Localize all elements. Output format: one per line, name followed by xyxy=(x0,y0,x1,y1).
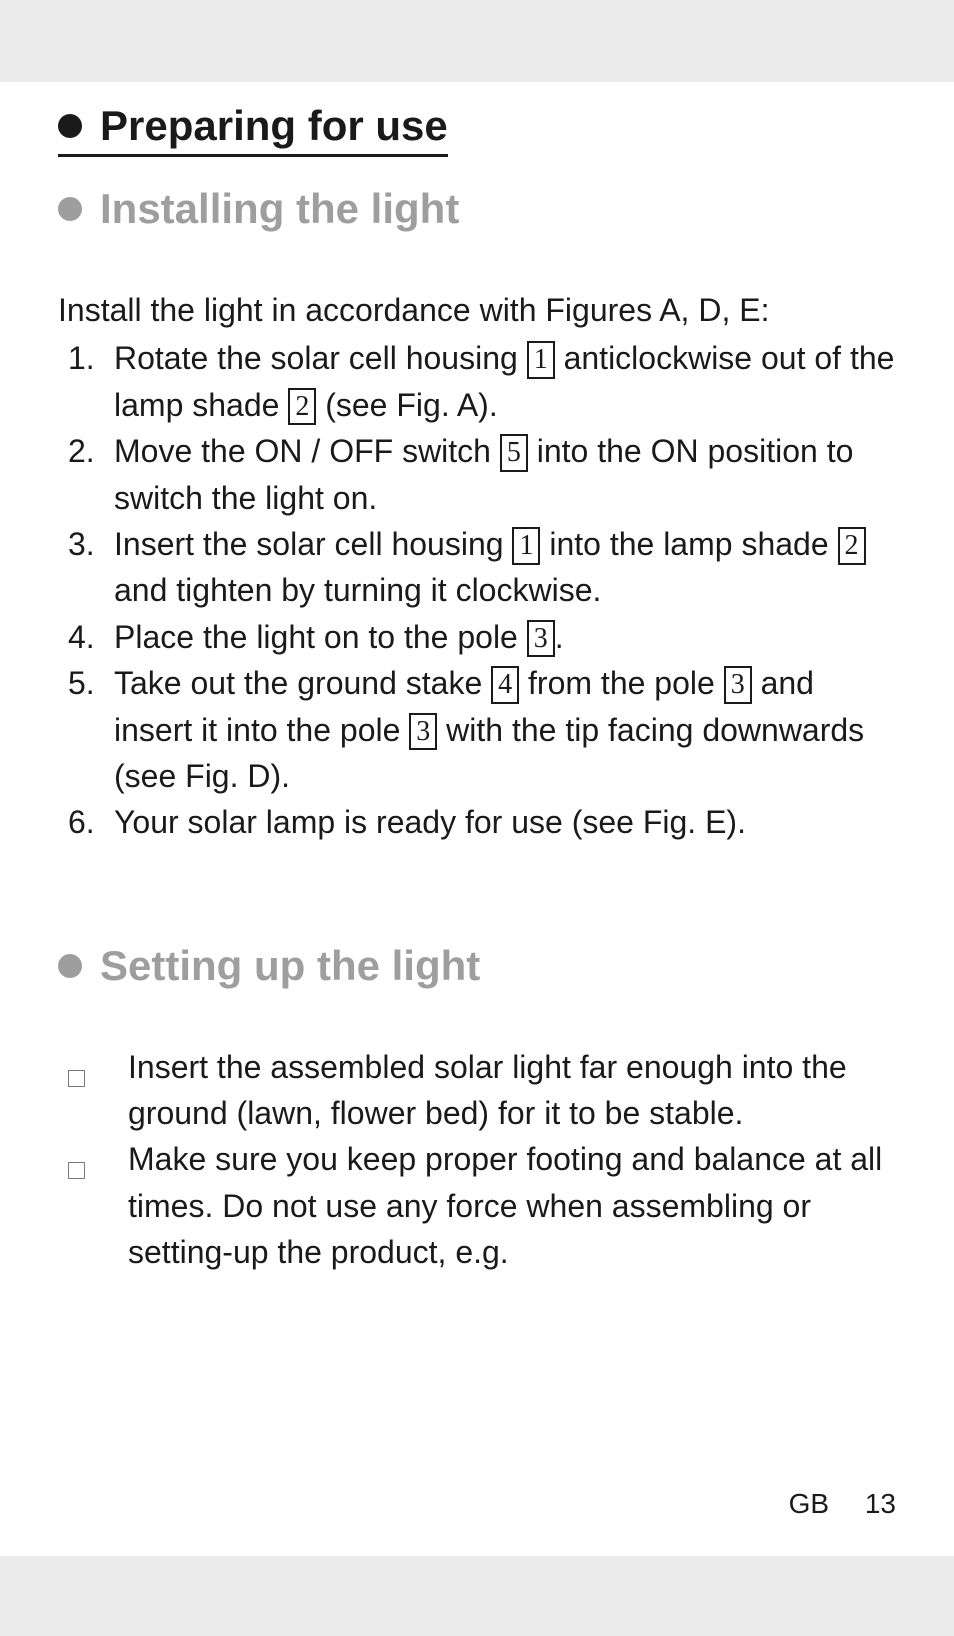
step-item: 1.Rotate the solar cell housing 1 anticl… xyxy=(58,335,896,428)
step-number: 6. xyxy=(58,799,114,845)
install-steps: 1.Rotate the solar cell housing 1 anticl… xyxy=(58,335,896,845)
step-text: Take out the ground stake 4 from the pol… xyxy=(114,660,896,799)
heading-preparing: Preparing for use xyxy=(58,102,448,157)
checklist-item: Insert the assembled solar light far eno… xyxy=(58,1044,896,1137)
heading-installing: Installing the light xyxy=(58,185,896,233)
heading-text: Installing the light xyxy=(100,185,459,233)
part-reference: 3 xyxy=(527,620,555,658)
step-number: 1. xyxy=(58,335,114,428)
step-item: 3.Insert the solar cell housing 1 into t… xyxy=(58,521,896,614)
heading-text: Preparing for use xyxy=(100,102,448,150)
step-text: Your solar lamp is ready for use (see Fi… xyxy=(114,799,896,845)
intro-text: Install the light in accordance with Fig… xyxy=(58,287,896,333)
footer-page-number: 13 xyxy=(865,1488,896,1519)
step-text: Insert the solar cell housing 1 into the… xyxy=(114,521,896,614)
part-reference: 2 xyxy=(838,527,866,565)
bullet-icon xyxy=(58,197,82,221)
heading-setting-up: Setting up the light xyxy=(58,942,896,990)
part-reference: 2 xyxy=(288,388,316,426)
setup-checklist: Insert the assembled solar light far eno… xyxy=(58,1044,896,1276)
part-reference: 1 xyxy=(527,341,555,379)
page-footer: GB 13 xyxy=(789,1488,896,1520)
part-reference: 1 xyxy=(512,527,540,565)
manual-page: Preparing for use Installing the light I… xyxy=(0,82,954,1556)
step-number: 4. xyxy=(58,614,114,660)
bullet-icon xyxy=(58,954,82,978)
step-text: Place the light on to the pole 3. xyxy=(114,614,896,660)
step-item: 6.Your solar lamp is ready for use (see … xyxy=(58,799,896,845)
part-reference: 3 xyxy=(409,713,437,751)
checklist-text: Insert the assembled solar light far eno… xyxy=(128,1044,896,1137)
step-number: 5. xyxy=(58,660,114,799)
checklist-item: Make sure you keep proper footing and ba… xyxy=(58,1136,896,1275)
part-reference: 5 xyxy=(500,434,528,472)
footer-lang: GB xyxy=(789,1488,829,1519)
heading-text: Setting up the light xyxy=(100,942,480,990)
part-reference: 3 xyxy=(724,666,752,704)
step-number: 3. xyxy=(58,521,114,614)
step-text: Move the ON / OFF switch 5 into the ON p… xyxy=(114,428,896,521)
part-reference: 4 xyxy=(491,666,519,704)
step-number: 2. xyxy=(58,428,114,521)
step-text: Rotate the solar cell housing 1 anticloc… xyxy=(114,335,896,428)
step-item: 5.Take out the ground stake 4 from the p… xyxy=(58,660,896,799)
step-item: 2.Move the ON / OFF switch 5 into the ON… xyxy=(58,428,896,521)
step-item: 4.Place the light on to the pole 3. xyxy=(58,614,896,660)
bullet-icon xyxy=(58,114,82,138)
checklist-text: Make sure you keep proper footing and ba… xyxy=(128,1136,896,1275)
checkbox-icon xyxy=(58,1136,128,1275)
checkbox-icon xyxy=(58,1044,128,1137)
